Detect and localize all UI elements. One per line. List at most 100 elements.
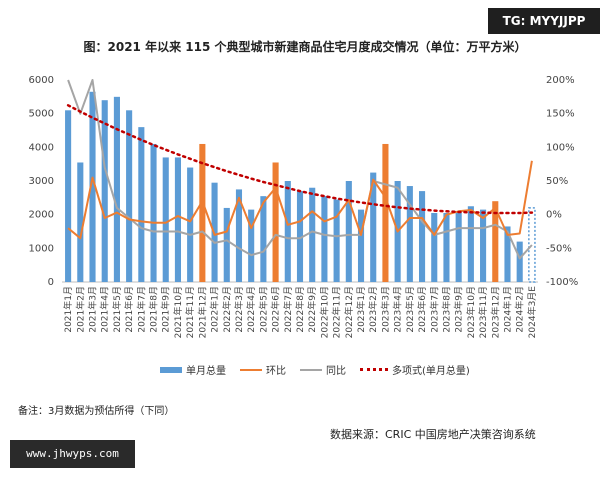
bar-25 xyxy=(370,172,377,282)
x-tick-label: 2021年9月 xyxy=(160,286,172,333)
x-tick-label: 2023年6月 xyxy=(416,286,428,333)
watermark-site: www.jhwyps.com xyxy=(10,440,135,468)
bar-16 xyxy=(260,196,267,282)
bar-26 xyxy=(382,143,389,282)
x-tick-label: 2021年4月 xyxy=(99,286,111,333)
bar-37 xyxy=(516,241,523,282)
bar-29 xyxy=(419,191,426,282)
x-tick-label: 2022年10月 xyxy=(318,286,330,338)
bar-20 xyxy=(309,187,316,282)
legend-item-yoy: 同比 xyxy=(300,362,346,377)
bar-32 xyxy=(455,211,462,282)
chart-title: 图：2021 年以来 115 个典型城市新建商品住宅月度成交情况（单位：万平方米… xyxy=(83,40,527,54)
x-tick-label: 2023年12月 xyxy=(489,286,501,338)
y-right-tick-label: -100% xyxy=(546,277,578,288)
bar-5 xyxy=(126,110,133,282)
bar-4 xyxy=(113,96,120,282)
x-tick-label: 2022年11月 xyxy=(331,286,343,338)
bar-13 xyxy=(223,207,230,282)
legend-swatch-bar xyxy=(160,366,182,373)
x-tick-label: 2021年10月 xyxy=(172,286,184,338)
bar-6 xyxy=(138,127,145,282)
bar-30 xyxy=(431,212,438,282)
legend-label-mom: 环比 xyxy=(266,366,286,377)
y-left-tick-label: 1000 xyxy=(29,243,54,254)
legend-item-trend: 多项式(单月总量) xyxy=(360,362,470,377)
bar-36 xyxy=(504,226,511,282)
y-right-tick-label: 0% xyxy=(546,210,562,221)
legend-swatch-mom xyxy=(240,368,262,371)
x-tick-label: 2023年2月 xyxy=(367,286,379,333)
y-left-tick-label: 5000 xyxy=(29,109,54,120)
y-left-tick-label: 6000 xyxy=(29,75,54,86)
bar-28 xyxy=(406,186,413,282)
bar-8 xyxy=(162,157,169,282)
y-left-tick-label: 4000 xyxy=(29,142,54,153)
x-tick-label: 2022年6月 xyxy=(270,286,282,333)
bar-38 xyxy=(528,207,536,283)
x-tick-label: 2022年9月 xyxy=(306,286,318,333)
bar-34 xyxy=(480,209,487,282)
x-tick-label: 2022年8月 xyxy=(294,286,306,333)
series-line-trend xyxy=(66,104,534,215)
bar-33 xyxy=(467,206,474,282)
bar-7 xyxy=(150,143,157,282)
y-left-tick-label: 3000 xyxy=(29,176,54,187)
x-tick-label: 2022年4月 xyxy=(245,286,257,333)
bar-31 xyxy=(443,212,450,282)
x-tick-label: 2021年12月 xyxy=(196,286,208,338)
y-left-tick-label: 0 xyxy=(48,277,54,288)
bar-9 xyxy=(174,157,181,282)
legend-label-trend: 多项式(单月总量) xyxy=(392,366,470,377)
bar-0 xyxy=(65,110,72,282)
x-tick-label: 2024年1月 xyxy=(501,286,513,333)
legend-item-mom: 环比 xyxy=(240,362,286,377)
x-tick-label: 2023年1月 xyxy=(355,286,367,333)
chart-note: 备注：3月数据为预估所得（下同） xyxy=(18,406,175,417)
x-tick-label: 2021年3月 xyxy=(87,286,99,333)
x-tick-label: 2023年8月 xyxy=(440,286,452,333)
data-source: 数据来源：CRIC 中国房地产决策咨询系统 xyxy=(330,428,536,441)
legend-label-bar: 单月总量 xyxy=(186,366,226,377)
legend-item-bar: 单月总量 xyxy=(160,362,226,377)
series-line-yoy xyxy=(67,79,533,260)
bar-14 xyxy=(235,189,243,282)
x-tick-label: 2023年10月 xyxy=(465,286,477,338)
bar-22 xyxy=(333,199,340,282)
bar-23 xyxy=(345,181,352,282)
chart-legend: 单月总量 环比 同比 多项式(单月总量) xyxy=(160,362,470,377)
bar-2 xyxy=(89,91,96,283)
bar-35 xyxy=(492,201,499,282)
legend-swatch-yoy xyxy=(300,368,322,371)
x-tick-label: 2022年5月 xyxy=(257,286,269,333)
bar-17 xyxy=(272,162,279,282)
x-tick-label: 2021年1月 xyxy=(62,286,74,333)
x-tick-label: 2022年7月 xyxy=(282,286,294,333)
x-tick-label: 2023年4月 xyxy=(392,286,404,333)
bar-18 xyxy=(284,181,291,282)
x-tick-label: 2022年12月 xyxy=(343,286,355,338)
x-tick-label: 2023年7月 xyxy=(428,286,440,333)
legend-swatch-trend xyxy=(360,368,388,371)
bar-1 xyxy=(77,162,84,282)
x-tick-label: 2021年5月 xyxy=(111,286,123,333)
x-tick-label: 2024年3月E xyxy=(526,286,538,339)
x-tick-label: 2021年11月 xyxy=(184,286,196,338)
x-tick-label: 2021年8月 xyxy=(148,286,160,333)
y-right-tick-label: 100% xyxy=(546,142,575,153)
x-tick-label: 2021年7月 xyxy=(135,286,147,333)
x-tick-label: 2023年3月 xyxy=(379,286,391,333)
watermark-tag: TG: MYYJJPP xyxy=(488,8,600,34)
legend-label-yoy: 同比 xyxy=(326,366,346,377)
y-left-tick-label: 2000 xyxy=(29,210,54,221)
x-tick-label: 2021年2月 xyxy=(74,286,86,333)
x-tick-label: 2023年9月 xyxy=(453,286,465,333)
x-tick-label: 2021年6月 xyxy=(123,286,135,333)
x-tick-label: 2024年2月 xyxy=(514,286,526,333)
bar-24 xyxy=(357,209,365,282)
bar-10 xyxy=(187,167,194,282)
x-tick-label: 2022年3月 xyxy=(233,286,245,333)
x-tick-label: 2023年11月 xyxy=(477,286,489,338)
bar-21 xyxy=(321,196,328,282)
